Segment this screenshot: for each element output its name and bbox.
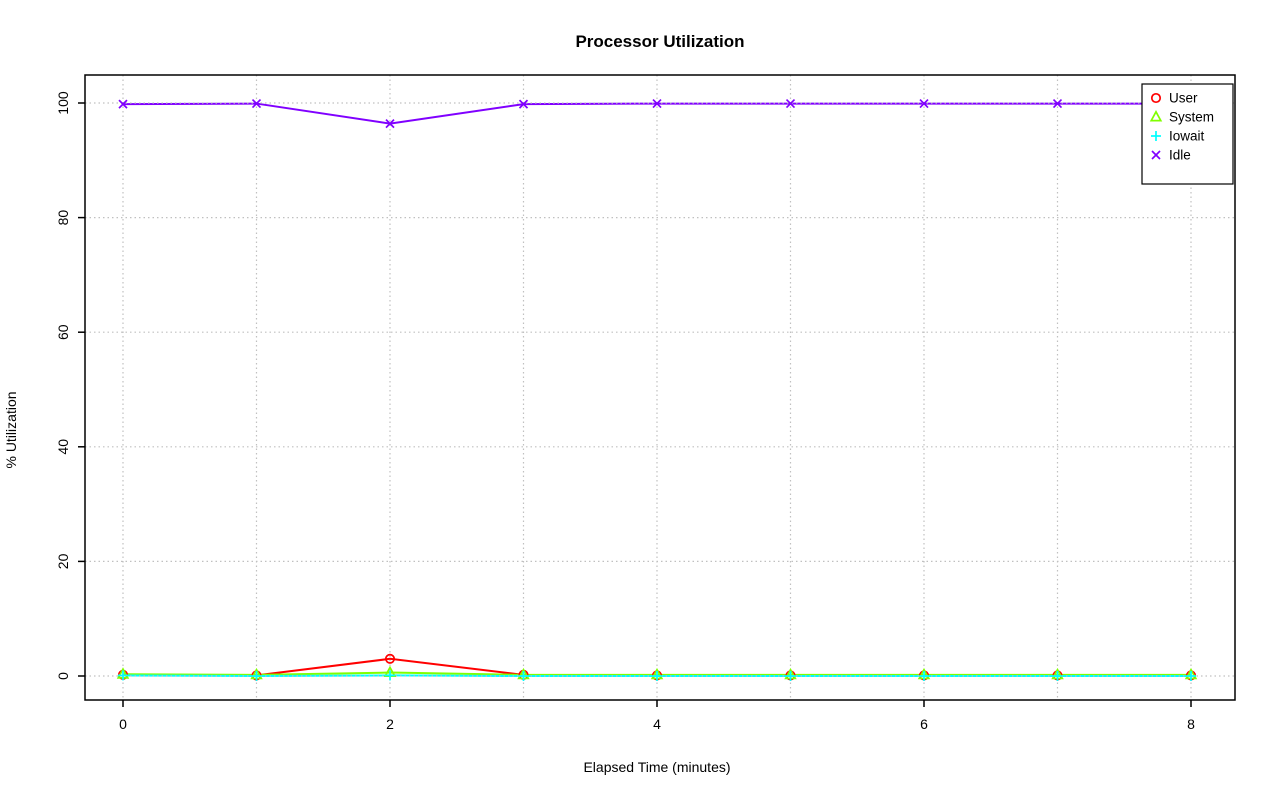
series-markers-iowait: [118, 670, 1196, 681]
marker-plus: [518, 671, 529, 681]
marker-plus: [251, 671, 262, 681]
marker-plus: [785, 671, 796, 681]
y-tick-label: 60: [55, 324, 71, 340]
x-tick-label: 8: [1187, 716, 1195, 732]
x-tick-label: 0: [119, 716, 127, 732]
series-markers-idle: [118, 98, 1196, 129]
marker-x: [385, 119, 395, 129]
series-markers: [116, 98, 1198, 681]
x-tick-label: 4: [653, 716, 661, 732]
marker-x: [785, 98, 796, 109]
legend-label: Idle: [1169, 148, 1191, 163]
marker-plus: [919, 671, 929, 681]
legend-label: System: [1169, 110, 1214, 125]
marker-plus: [1186, 671, 1196, 681]
y-tick-label: 100: [55, 91, 71, 115]
x-tick-label: 6: [920, 716, 928, 732]
series-lines: [122, 102, 1191, 678]
marker-x: [652, 98, 662, 109]
legend-label: User: [1169, 91, 1198, 106]
marker-x: [1151, 150, 1161, 160]
legend-item-user: User: [1150, 91, 1198, 106]
marker-x: [118, 99, 128, 109]
x-axis-label: Elapsed Time (minutes): [583, 759, 730, 775]
marker-plus: [1052, 671, 1063, 681]
marker-x: [1052, 98, 1063, 109]
y-tick-label: 0: [55, 672, 71, 680]
marker-circle: [384, 653, 396, 664]
legend: User System Iowait Idle: [1141, 83, 1234, 185]
y-axis-label: % Utilization: [3, 391, 19, 468]
legend-box: [1141, 83, 1234, 185]
marker-triangle: [1149, 110, 1163, 122]
legend-item-system: System: [1149, 110, 1214, 125]
chart-title: Processor Utilization: [575, 32, 744, 51]
legend-item-idle: Idle: [1151, 148, 1191, 163]
marker-plus: [118, 670, 128, 681]
gridlines: [85, 75, 1235, 700]
marker-circle: [1150, 92, 1162, 104]
marker-x: [251, 98, 262, 109]
marker-x: [919, 98, 929, 109]
plot-border: [84, 74, 1236, 701]
y-tick-label: 20: [55, 553, 71, 569]
legend-item-iowait: Iowait: [1151, 129, 1205, 144]
y-tick-label: 80: [55, 210, 71, 226]
marker-plus: [385, 670, 395, 681]
legend-label: Iowait: [1169, 129, 1205, 144]
y-tick-label: 40: [55, 439, 71, 455]
marker-plus: [1151, 131, 1161, 141]
x-tick-label: 2: [386, 716, 394, 732]
marker-x: [518, 99, 529, 109]
marker-plus: [652, 671, 662, 681]
